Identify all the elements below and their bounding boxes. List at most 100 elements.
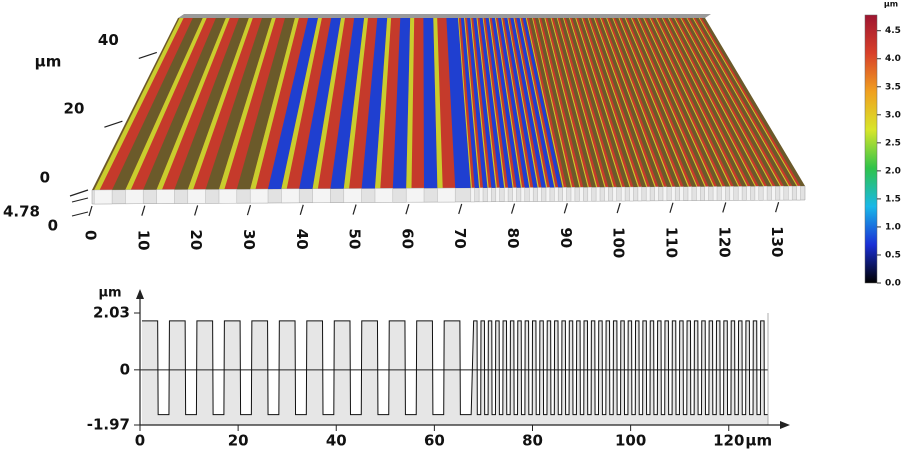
stripe-side (569, 18, 623, 187)
stripe-side (476, 18, 497, 188)
stripe-front (343, 188, 362, 203)
stripe-front (470, 187, 475, 203)
stripe-side (680, 18, 773, 187)
stripe-front (554, 187, 559, 202)
x-tick (88, 205, 93, 217)
stripe-top (630, 18, 709, 187)
stripe-top (686, 18, 784, 187)
stripe-side (464, 18, 481, 188)
stripe-side (281, 18, 322, 189)
stripe-side (470, 18, 489, 188)
colorbar-tick-label: 1.0 (885, 222, 901, 232)
stripe-top (680, 18, 776, 187)
stripe-front (520, 187, 525, 202)
stripe-top (525, 18, 567, 188)
x-tick (194, 205, 199, 216)
stripe-front (646, 186, 651, 202)
stripe-top (556, 18, 609, 188)
stripe-front (579, 186, 584, 202)
stripe-front (312, 188, 331, 204)
stripe-top (464, 18, 483, 188)
x-tick-label: 120 (713, 432, 744, 450)
stripe-front (537, 187, 542, 202)
stripe-side (655, 18, 740, 187)
stripe-top (581, 18, 642, 187)
x-arrow (780, 421, 790, 429)
stripe-front (487, 187, 492, 203)
x-tick (405, 204, 410, 215)
x-tick (722, 202, 727, 213)
y-axis-label: µm (98, 286, 121, 301)
y-tick (138, 51, 157, 59)
stripe-front (604, 186, 609, 202)
stripe-side (532, 18, 573, 188)
stripe-side (661, 18, 748, 187)
stripe-front (763, 185, 768, 201)
stripe-side (606, 18, 673, 187)
stripe-side (519, 18, 556, 188)
stripe-side (581, 18, 640, 187)
x-tick (352, 204, 357, 215)
x-tick-label: 80 (522, 432, 543, 450)
x-tick-label: 10 (134, 230, 152, 251)
x-tick (775, 201, 780, 213)
stripe-top (501, 18, 534, 188)
stripe-side (544, 18, 589, 188)
x-tick (458, 203, 463, 215)
stripe-side (637, 18, 715, 187)
x-tick-label: 100 (615, 432, 646, 450)
stripe-front (156, 189, 175, 204)
stripe-front (545, 187, 551, 202)
stripe-side (618, 18, 690, 187)
colorbar-tick-label: 0.5 (885, 250, 901, 260)
stripe-front (93, 189, 113, 205)
colorbar-tick-label: 2.5 (885, 138, 901, 148)
stripe-front (721, 186, 726, 201)
stripe-front (406, 187, 425, 203)
stripe-top (667, 18, 759, 187)
stripe-front (779, 185, 784, 201)
z-tick (71, 211, 89, 217)
stripe-front (249, 188, 269, 204)
x-tick (246, 204, 252, 216)
profile-line (141, 320, 768, 416)
colorbar-tick-label: 1.5 (885, 194, 901, 204)
y-axis-label: µm (35, 53, 62, 71)
stripe-front (562, 187, 567, 202)
stripe-side (667, 18, 756, 187)
stripe-side (538, 18, 581, 188)
stripe-front (704, 186, 709, 201)
stripe-top (482, 18, 509, 188)
stripe-side (624, 18, 698, 187)
stripe-side (630, 18, 706, 187)
stripe-front (587, 186, 592, 202)
stripe-top (600, 18, 667, 187)
stripe-front (746, 186, 751, 201)
stripe-front (712, 186, 718, 201)
stripe-front (696, 186, 701, 201)
stripe-side (600, 18, 665, 187)
y-tick-label: 40 (98, 31, 119, 49)
stripe-side (250, 18, 299, 190)
x-tick-label: 80 (504, 228, 522, 249)
stripe-side (575, 18, 631, 187)
stripe-front (637, 186, 642, 202)
stripe-side (686, 18, 782, 187)
colorbar-tick-label: 4.5 (885, 26, 901, 36)
stripe-top (507, 18, 542, 188)
z-tick (71, 197, 89, 203)
y-tick (69, 189, 89, 197)
stripe-front (218, 188, 238, 204)
stripe-side (94, 18, 184, 190)
stripe-side (507, 18, 539, 188)
stripe-top (655, 18, 743, 187)
colorbar-tick-label: 3.5 (885, 82, 901, 92)
stripe-side (458, 18, 472, 188)
stripe-front (662, 186, 668, 202)
stripe-front (788, 185, 793, 201)
stripe-front (796, 185, 801, 201)
stripe-side (556, 18, 606, 188)
colorbar-label: µm (884, 0, 898, 9)
stripe-side (587, 18, 648, 187)
stripe-front (187, 189, 206, 204)
